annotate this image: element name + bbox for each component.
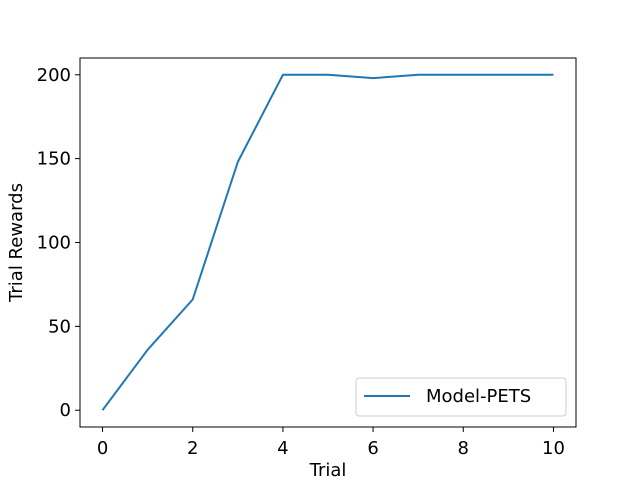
y-axis-label: Trial Rewards: [6, 183, 27, 303]
y-tick-label: 100: [37, 233, 71, 254]
x-tick-label: 10: [542, 438, 565, 459]
legend-box: [355, 377, 567, 417]
plot-area: 0 2 4 6 8 10 0 50 100 150 200: [37, 57, 577, 459]
series-layer: [101, 73, 554, 411]
series-line-0: [101, 73, 554, 411]
legend: Model-PETS: [355, 377, 567, 417]
x-tick-label: 6: [367, 438, 378, 459]
y-axis-ticks: 0 50 100 150 200: [37, 65, 80, 421]
x-tick-label: 4: [277, 438, 288, 459]
y-tick-label: 150: [37, 149, 71, 170]
x-tick-label: 2: [187, 438, 198, 459]
x-tick-label: 0: [97, 438, 108, 459]
y-tick-label: 50: [48, 316, 71, 337]
x-axis-ticks: 0 2 4 6 8 10: [97, 427, 565, 459]
y-tick-label: 200: [37, 65, 71, 86]
x-axis-label: Trial: [309, 460, 347, 480]
legend-label-model-pets: Model-PETS: [426, 386, 531, 407]
x-tick-label: 8: [458, 438, 469, 459]
y-tick-label: 0: [60, 400, 71, 421]
